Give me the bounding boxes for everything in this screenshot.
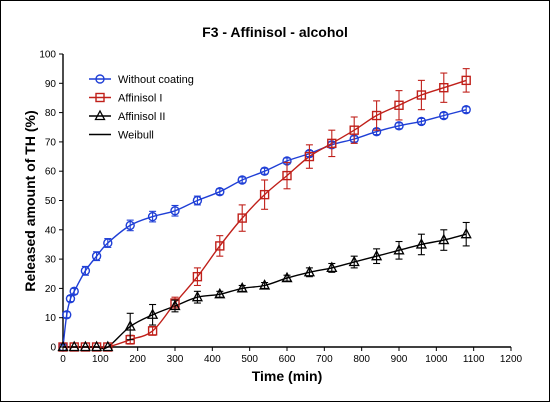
data-point	[393, 243, 405, 255]
data-point	[303, 265, 315, 277]
data-point	[349, 125, 359, 135]
data-point	[327, 138, 337, 149]
data-point	[416, 90, 427, 100]
x-tick-label: 0	[60, 354, 66, 365]
y-axis-label: Released amount of TH (%)	[22, 110, 38, 291]
legend-label: Affinisol I	[118, 93, 162, 105]
data-point	[68, 340, 80, 352]
data-point	[236, 282, 248, 293]
series-3	[57, 221, 472, 352]
x-tick-label: 1100	[463, 354, 485, 365]
data-point	[416, 116, 427, 127]
data-point	[371, 249, 383, 261]
legend-entry-3: Affinisol II	[89, 109, 166, 123]
fit-curve-3	[63, 233, 467, 350]
data-point	[169, 299, 181, 311]
data-point	[259, 166, 270, 176]
y-tick-label: 50	[45, 196, 57, 207]
x-tick-label: 600	[279, 354, 296, 365]
legend-marker	[95, 92, 105, 103]
data-point	[304, 151, 315, 162]
data-point	[91, 251, 102, 261]
x-tick-label: 1000	[425, 354, 448, 365]
data-point	[215, 241, 225, 251]
data-point	[237, 213, 247, 223]
y-tick-label: 90	[45, 79, 57, 90]
x-tick-label: 1200	[500, 354, 523, 365]
data-point	[439, 82, 449, 93]
data-point	[281, 271, 293, 283]
data-point	[102, 340, 114, 352]
data-point	[259, 279, 271, 290]
x-tick-label: 400	[204, 354, 221, 365]
data-point	[147, 211, 158, 222]
chart-title: F3 - Affinisol - alcohol	[202, 24, 348, 40]
data-point	[461, 75, 471, 86]
data-point	[439, 110, 449, 121]
legend-entry-4: Weibull	[89, 130, 154, 142]
data-point	[415, 238, 427, 249]
data-point	[57, 340, 69, 352]
legend-entry-2: Affinisol I	[89, 93, 162, 105]
data-point	[65, 293, 76, 304]
x-tick-label: 700	[316, 354, 333, 365]
data-point	[394, 100, 404, 110]
data-point	[62, 310, 72, 320]
x-tick-label: 200	[129, 354, 146, 365]
data-point	[147, 326, 158, 336]
data-point	[371, 110, 382, 121]
data-point	[192, 195, 203, 206]
y-tick-label: 20	[45, 284, 57, 295]
data-point	[438, 233, 450, 245]
y-tick-label: 60	[45, 167, 57, 178]
data-point	[326, 261, 338, 273]
x-tick-label: 100	[92, 354, 109, 365]
fit-curve-1	[62, 109, 467, 348]
data-point	[170, 206, 180, 216]
data-point	[259, 189, 270, 200]
legend-entry-1: Without coating	[89, 74, 194, 86]
x-tick-label: 800	[353, 354, 370, 365]
data-point	[461, 104, 471, 115]
y-tick-label: 10	[45, 313, 57, 324]
x-tick-label: 300	[167, 354, 184, 365]
legend: Without coating Affinisol I Affinisol II We…	[89, 74, 194, 142]
y-tick-label: 0	[50, 343, 56, 354]
data-point	[237, 175, 247, 185]
series-1	[58, 104, 471, 352]
data-point	[282, 170, 292, 181]
y-tick-label: 70	[45, 137, 57, 148]
data-point	[124, 320, 136, 331]
y-tick-label: 100	[39, 50, 56, 61]
x-tick-label: 500	[241, 354, 258, 365]
data-points	[57, 68, 472, 352]
legend-marker	[95, 74, 105, 84]
x-axis-label: Time (min)	[252, 368, 323, 384]
legend-label: Affinisol II	[118, 111, 166, 123]
data-point	[215, 187, 225, 197]
data-point	[91, 340, 103, 352]
data-point	[192, 271, 203, 282]
y-tick-label: 30	[45, 255, 57, 266]
data-point	[214, 287, 226, 299]
data-point	[348, 255, 360, 267]
x-tick-label: 900	[391, 354, 408, 365]
data-point	[103, 238, 113, 248]
data-point	[460, 227, 472, 239]
data-point	[125, 220, 135, 231]
legend-marker	[94, 109, 106, 121]
legend-label: Weibull	[118, 130, 154, 142]
data-point	[147, 308, 159, 319]
data-point	[69, 286, 79, 297]
data-point	[80, 266, 91, 276]
y-tick-label: 40	[45, 225, 57, 236]
data-point	[394, 121, 404, 131]
data-point	[191, 290, 203, 302]
data-point	[79, 340, 91, 352]
legend-label: Without coating	[118, 74, 194, 86]
y-tick-label: 80	[45, 108, 57, 119]
axes: 0 100 200 300 400 500 600 700 800 900 1000 1100 1200…	[39, 50, 522, 366]
